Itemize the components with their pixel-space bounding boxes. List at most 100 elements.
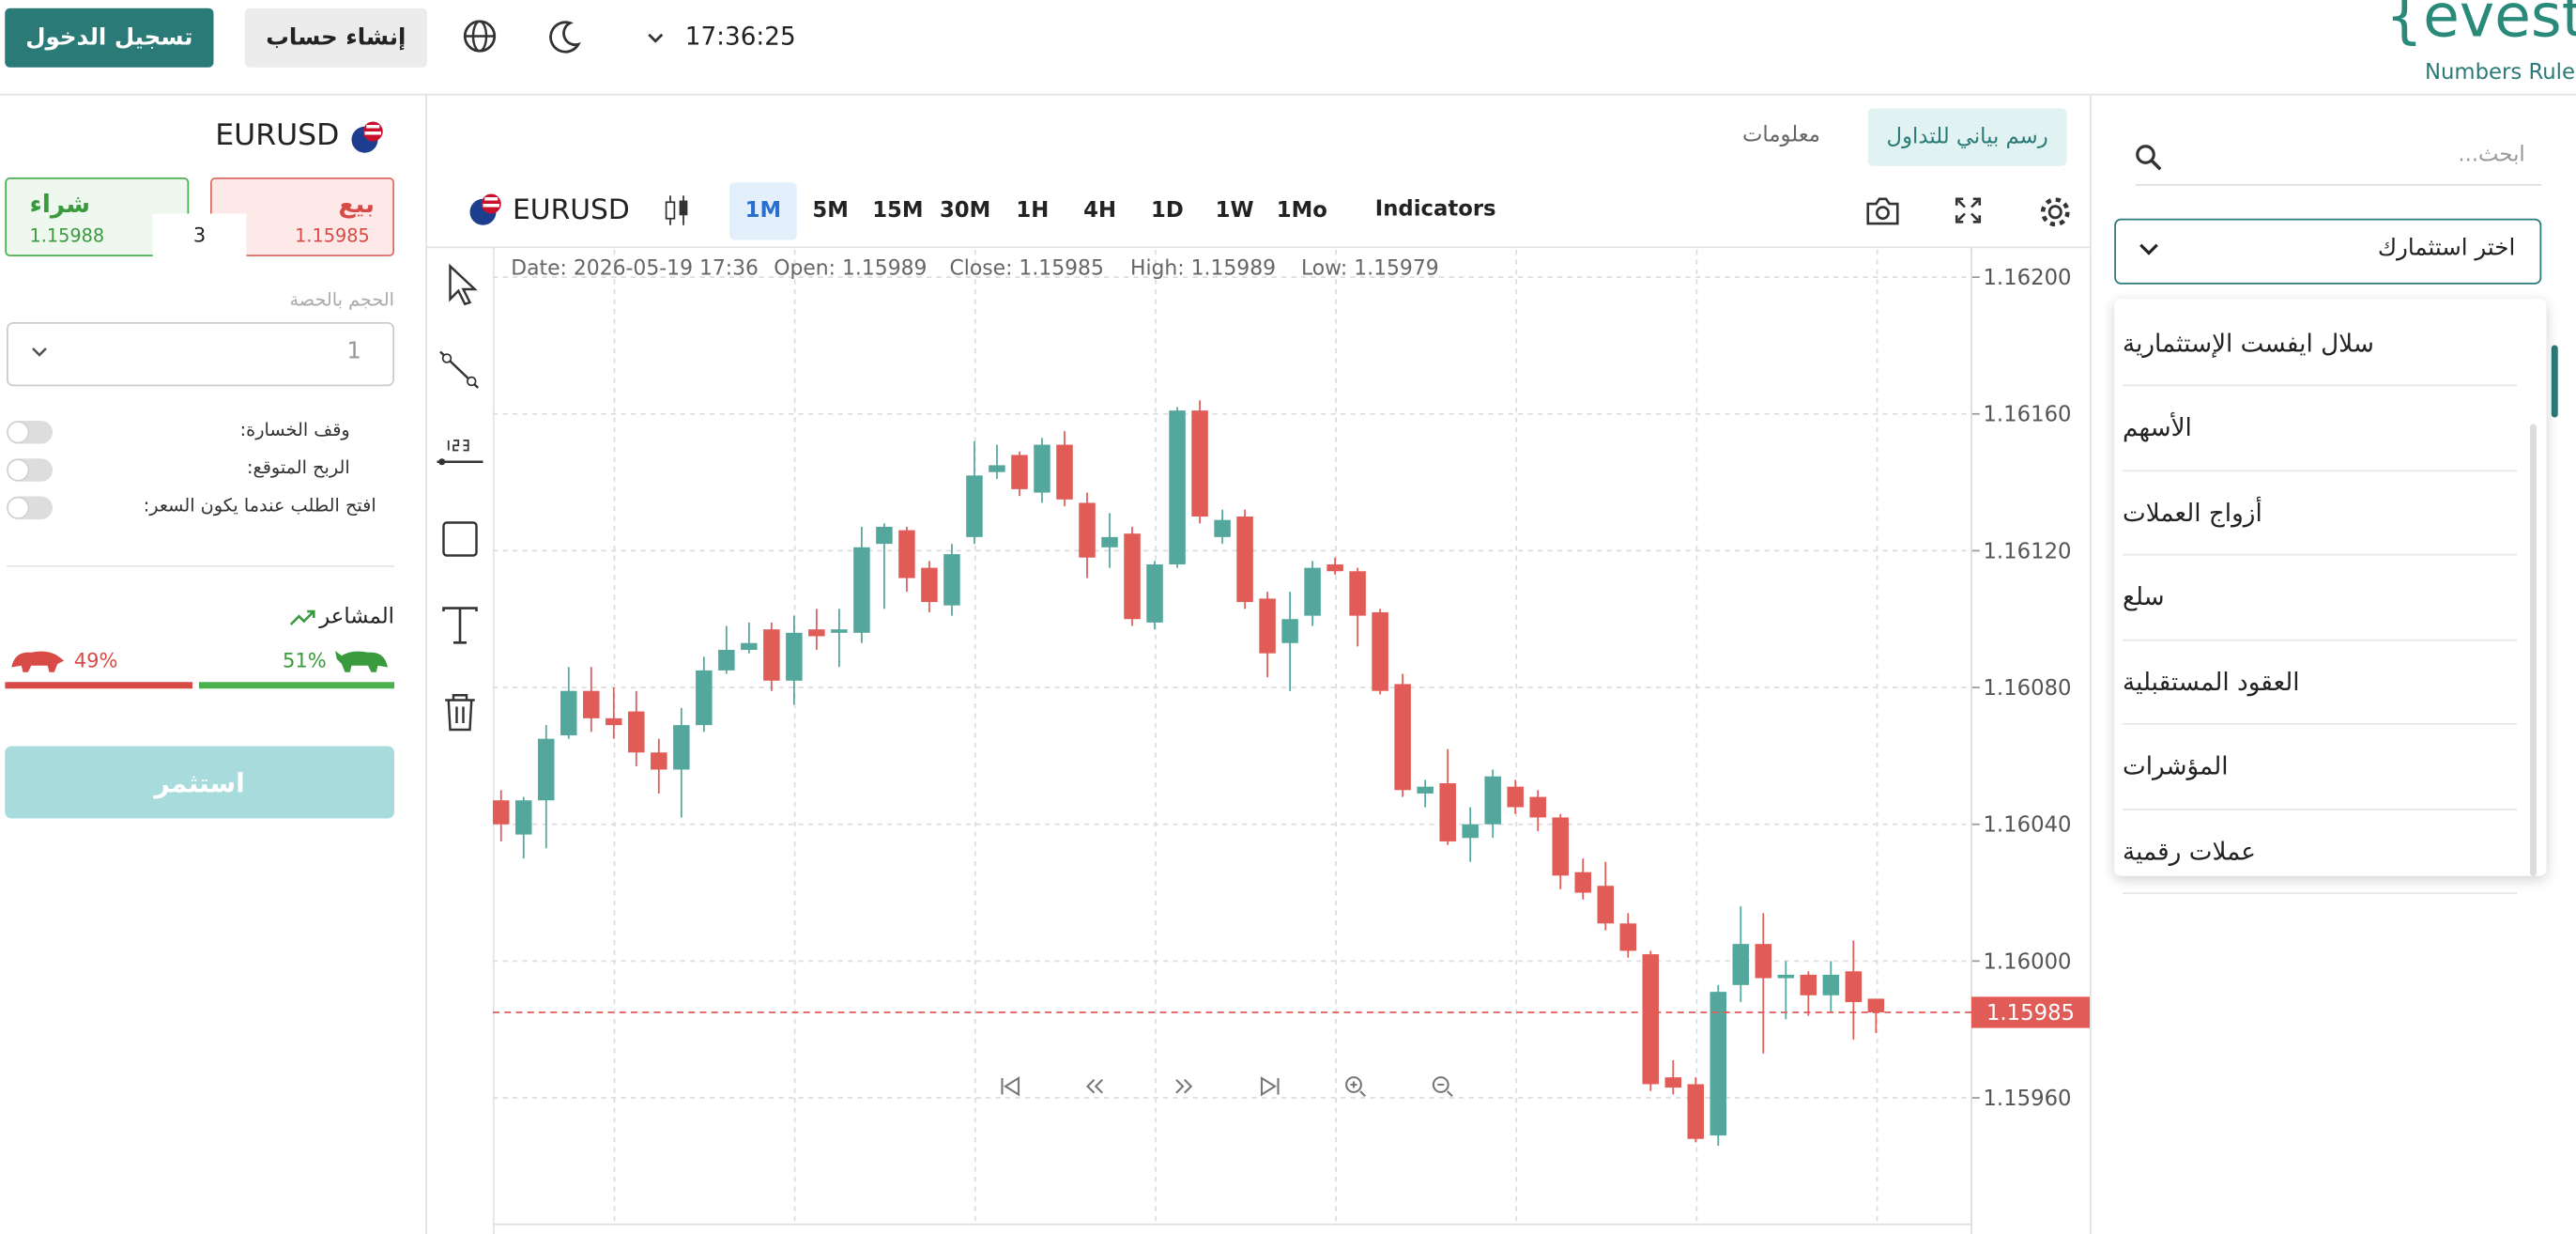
timeframe-button[interactable]: 1Mo <box>1276 198 1327 224</box>
stop-loss-toggle[interactable] <box>7 421 53 444</box>
search-input[interactable]: ابحث... <box>2458 143 2525 168</box>
go-end[interactable] <box>1260 1076 1280 1097</box>
indicators-button[interactable]: Indicators <box>1374 197 1496 223</box>
background-indicator <box>2551 345 2558 418</box>
candle-body <box>1101 536 1118 548</box>
chart-tab[interactable]: رسم بياني للتداول <box>1867 108 2067 166</box>
chart-type-icon[interactable] <box>662 193 692 229</box>
dropdown-option[interactable]: العقود المستقبلية <box>2123 640 2517 725</box>
candle-body <box>1034 444 1050 493</box>
rectangle-tool[interactable] <box>442 521 478 557</box>
candle-body <box>1281 619 1298 643</box>
investment-select[interactable] <box>2114 218 2542 285</box>
volume-dropdown[interactable] <box>30 342 50 362</box>
ohlc-date: Date: 2026-05-19 17:36 <box>511 255 759 280</box>
language-icon[interactable] <box>462 18 498 54</box>
symbol: EURUSD <box>215 118 340 153</box>
settings-icon[interactable] <box>2037 194 2074 231</box>
candle-body <box>1529 796 1546 818</box>
chart-border <box>493 246 495 1234</box>
go-start[interactable] <box>1001 1076 1020 1097</box>
volume-input[interactable] <box>7 322 394 387</box>
dropdown-option[interactable]: أزواج العملات <box>2123 470 2517 556</box>
header-border <box>0 93 2576 96</box>
invest-button[interactable]: استثمر <box>5 746 394 819</box>
ohlc-open: Open: 1.15989 <box>774 255 928 280</box>
candle-body <box>1732 944 1750 985</box>
measure-tool[interactable] <box>437 440 483 466</box>
candle-body <box>1710 992 1727 1136</box>
candle-body <box>876 526 893 545</box>
timeframe-button[interactable]: 30M <box>939 198 991 224</box>
ohlc-low: Low: 1.15979 <box>1301 255 1439 280</box>
timeframe-button[interactable]: 1W <box>1215 198 1254 224</box>
delete-tool[interactable] <box>445 694 475 732</box>
last-price-label: 1.15985 <box>1986 1001 2075 1026</box>
panel-border <box>425 95 427 1234</box>
chart-navigation <box>1001 1076 1453 1097</box>
candle-body <box>1146 563 1163 623</box>
scrollbar <box>2530 424 2537 876</box>
sentiment-title: المشاعر <box>319 605 394 630</box>
dropdown-option[interactable]: الأسهم <box>2123 385 2517 471</box>
candle-body <box>1755 944 1772 979</box>
register-button[interactable]: إنشاء حساب <box>244 8 427 68</box>
candle-body <box>966 475 983 537</box>
candle-body <box>831 629 848 633</box>
dropdown-option[interactable]: سلال ايفست الإستثمارية <box>2123 301 2517 387</box>
dropdown-option[interactable]: سلع <box>2123 555 2517 640</box>
timeframe-button[interactable]: 1H <box>1016 198 1050 224</box>
y-tick-label: 1.16040 <box>1983 813 2071 838</box>
y-tick-label: 1.16000 <box>1983 949 2071 974</box>
text-tool[interactable] <box>442 607 478 644</box>
sell-sentiment-label: 49% <box>73 649 118 672</box>
candle-body <box>1214 519 1231 537</box>
chart-symbol: EURUSD <box>513 193 630 227</box>
scroll-right[interactable] <box>1175 1079 1193 1094</box>
volume-label: الحجم بالحصة <box>289 289 394 311</box>
candle-body <box>673 725 690 770</box>
dropdown-option[interactable]: عملات رقمية <box>2123 809 2517 894</box>
candle-body <box>651 752 667 770</box>
spread: 3 <box>152 213 247 256</box>
candle-body <box>1642 954 1660 1085</box>
buy-label: شراء <box>29 189 91 219</box>
timeframe-button[interactable]: 15M <box>872 198 924 224</box>
time-dropdown[interactable] <box>646 28 666 48</box>
fullscreen-icon[interactable] <box>1954 195 1984 225</box>
candle-body <box>1867 998 1885 1012</box>
zoom-in[interactable] <box>1345 1076 1366 1097</box>
screenshot-icon[interactable] <box>1864 194 1901 227</box>
candle-body <box>1822 974 1840 995</box>
candlestick-chart: 1.16200 1.16160 1.16120 1.16080 1.16040 1.160… <box>493 246 2090 1234</box>
zoom-out[interactable] <box>1432 1076 1453 1097</box>
logo: {evest <box>2385 0 2576 52</box>
candle-body <box>1574 872 1591 893</box>
line-tool[interactable] <box>439 350 480 389</box>
ohlc-high: High: 1.15989 <box>1130 255 1277 280</box>
ohlc-close: Close: 1.15985 <box>949 255 1104 280</box>
candle-body <box>1349 571 1366 616</box>
dropdown-menu <box>2114 299 2547 876</box>
candle-body <box>1845 971 1863 1003</box>
pointer-tool[interactable] <box>449 263 478 306</box>
stop-loss-label: وقف الخسارة: <box>239 419 350 440</box>
candle-body <box>1011 455 1028 489</box>
candle-body <box>1079 502 1096 558</box>
take-profit-toggle[interactable] <box>7 458 53 482</box>
timeframe-button[interactable]: 4H <box>1083 198 1117 224</box>
scroll-left[interactable] <box>1086 1079 1103 1094</box>
candle-body <box>606 717 622 726</box>
separator <box>7 565 394 567</box>
login-button[interactable]: تسجيل الدخول <box>5 8 214 68</box>
info-tab[interactable]: معلومات <box>1742 123 1820 148</box>
theme-icon[interactable] <box>547 18 584 54</box>
dropdown-option[interactable]: المؤشرات <box>2123 724 2517 810</box>
open-at-toggle[interactable] <box>7 496 53 519</box>
timeframe-button[interactable]: 1M <box>729 182 797 240</box>
sell-sentiment-bar <box>5 682 193 689</box>
timeframe-button[interactable]: 5M <box>812 198 849 224</box>
timeframe-button[interactable]: 1D <box>1151 198 1184 224</box>
y-tick-label: 1.16160 <box>1983 403 2071 427</box>
